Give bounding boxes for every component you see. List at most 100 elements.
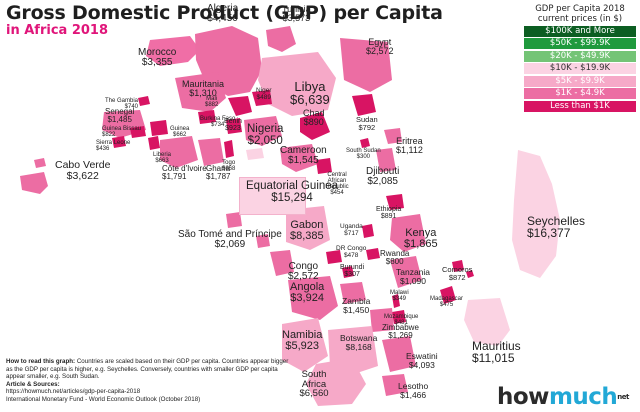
country-shape-malawi [392,294,400,308]
how-to-read-text: Countries are scaled based on their GDP … [6,358,289,381]
legend-item: Less than $1K [524,100,636,112]
label-djibouti: Djibouti $2,085 [366,166,400,187]
label-equatorial-guinea: Equatorial Guinea $15,294 [246,180,339,204]
label-south-africa: South Africa $6,560 [299,369,329,399]
label-cameroon: Cameroon $1,545 [280,145,327,166]
source-imf: International Monetary Fund - World Econ… [6,395,201,403]
label-car: Central African Republic $454 [325,172,349,196]
label-guinea: Guinea $662 [170,126,190,138]
country-shape-eswatini [382,336,416,372]
country-shape-guinea-bissau [130,126,146,138]
legend-items: $100K and More $50K - $99.9K $20K - $49.9K… [524,25,636,112]
label-ethiopia: Ethiopia $891 [376,206,402,220]
label-mauritania: Mauritania $1,310 [182,79,225,98]
label-zimbabwe: Zimbabwe $1,269 [382,323,419,340]
label-benin: Benin $923 [224,118,242,132]
label-gabon: Gabon $8,385 [290,219,324,242]
label-namibia: Namibia $5,923 [282,329,323,352]
country-shape-mauritania [175,72,226,112]
label-gambia: The Gambia $740 [105,98,139,110]
label-ghana: Ghana $1,787 [206,164,231,181]
label-nigeria: Nigeria $2,050 [247,123,284,147]
country-shape-south-africa [306,358,366,406]
how-to-read-label: How to read this graph: [6,358,76,365]
label-guinea-bissau: Guinea Bissau $822 [102,126,142,138]
label-burundi: Burundi $307 [340,264,365,278]
country-shape-south-sudan [360,138,370,148]
label-cabo-verde: Cabo Verde $3,622 [55,159,111,182]
country-shape-mauritius [464,298,510,346]
country-shape-zimbabwe [370,308,394,332]
label-burkina-faso: Burkina Faso $734 [200,116,236,128]
country-shape-dr-congo [326,250,342,264]
country-shape-benin [226,118,242,134]
country-shape-sudan [352,94,376,116]
country-shape-morocco [146,36,200,66]
country-shape-congo [270,250,294,276]
sources-label: Article & Sources: [6,380,60,388]
country-shape-mali [228,96,252,116]
legend-item: $10K - $19.9K [524,63,636,74]
country-shape-niger [252,90,272,106]
legend-item: $1K - $4.9K [524,88,636,99]
chart-title: Gross Domestic Product (GDP) per Capita [6,2,443,24]
legend-item: $50K - $99.9K [524,38,636,49]
label-chad: Chad $890 [303,108,325,127]
country-shape-zambia [340,282,366,304]
source-link[interactable]: https://howmuch.net/articles/gdp-per-cap… [6,388,141,396]
country-shape-namibia [282,318,328,372]
country-shape-gabon [286,206,330,250]
country-shape-nigeria [244,116,282,146]
chart-subtitle: in Africa 2018 [6,23,109,38]
label-sudan: Sudan $792 [356,115,378,132]
label-dr-congo: DR Congo $478 [336,245,367,259]
country-shape-equatorial-guinea [246,148,264,160]
country-shape-egypt [340,38,392,92]
country-shape-lesotho [382,374,408,396]
country-shape-rwanda [366,248,380,260]
country-shape-eritrea [384,128,402,144]
country-shape-kenya [390,214,426,252]
label-morocco: Morocco $3,355 [138,47,177,68]
country-shape-ethiopia [386,194,404,210]
label-kenya: Kenya $1,865 [404,227,438,250]
country-shape-mozambique [392,310,406,324]
country-shape-cote-divoire [160,136,198,168]
label-mauritius: Mauritius $11,015 [472,339,521,365]
label-liberia: Liberia $663 [153,152,172,164]
country-shape-car [316,158,332,174]
label-angola: Angola $3,924 [290,281,325,304]
label-eritrea: Eritrea $1,112 [396,136,423,155]
howmuch-logo[interactable]: howmuchnet [497,384,629,410]
country-shape-angola [288,276,338,320]
label-tunisia: Tunisia $3,573 [282,4,311,23]
legend-item: $100K and More [524,25,636,37]
label-egypt: Egypt $2,572 [366,37,394,56]
country-shape-burundi [342,266,354,278]
legend-item: $20K - $49.9K [524,50,636,62]
label-cote-divoire: Côte d'Ivoire $1,791 [162,164,207,181]
label-botswana: Botswana $8,168 [340,333,378,352]
country-shape-libya [258,52,336,116]
country-shape-uganda [362,224,374,238]
country-shape-seychelles [512,150,560,278]
country-shape-madagascar [440,286,456,304]
label-mali: Mali $882 [205,96,219,108]
country-shape-liberia [148,136,160,150]
legend: GDP per Capita 2018 current prices (in $… [524,4,636,112]
country-shape-tunisia [266,26,296,52]
label-seychelles: Seychelles $16,377 [527,214,586,240]
label-mozambique: Mozambique $481 [384,314,419,326]
legend-title: GDP per Capita 2018 [535,4,625,14]
country-shape-burkina-faso [198,110,216,124]
label-malawi: Malawi $349 [390,290,409,302]
country-shape-gambia [138,96,150,106]
country-shape-djibouti [376,148,396,172]
label-togo: Togo $668 [222,160,236,172]
country-shape-chad [300,112,330,140]
label-comoros: Comoros $872 [442,265,473,282]
country-shape-ghana [198,138,224,166]
label-sierra-leone: Sierra Leone $436 [96,140,131,152]
how-to-read: How to read this graph: Countries are sc… [6,358,296,381]
